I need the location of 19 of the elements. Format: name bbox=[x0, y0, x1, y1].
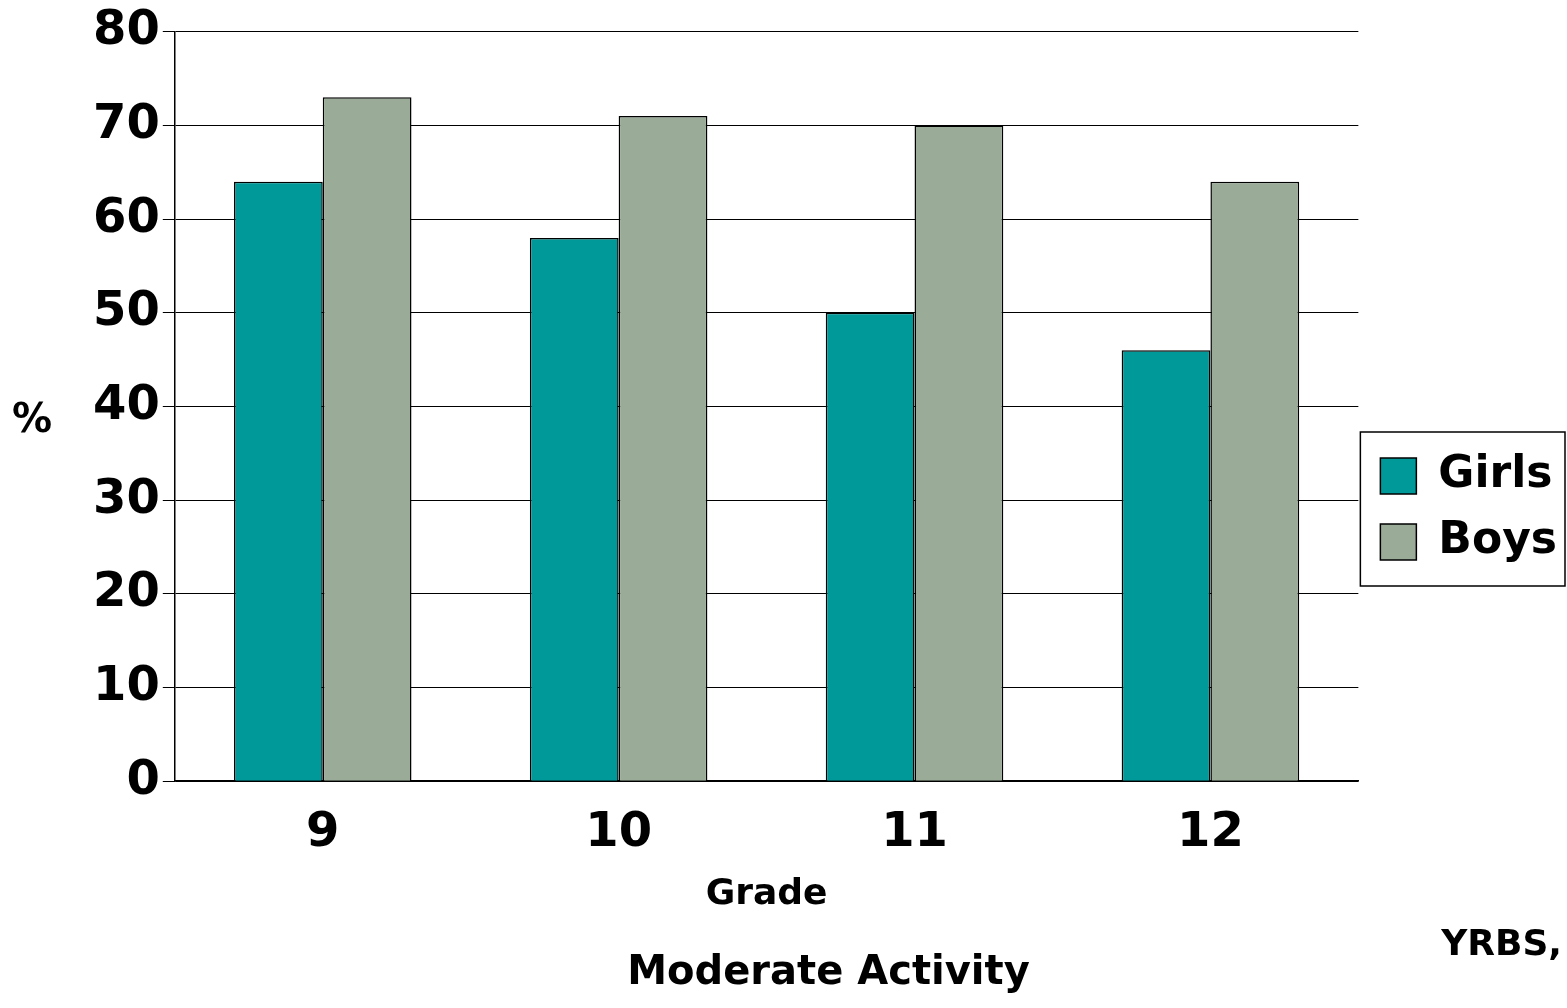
x-tick-label: 9 bbox=[306, 801, 340, 858]
y-axis-title: % bbox=[11, 394, 53, 441]
text: Moderate Activity bbox=[627, 947, 1030, 994]
y-tick-label: 50 bbox=[93, 280, 160, 337]
y-tick-label: 80 bbox=[93, 0, 160, 56]
y-tick-label: 10 bbox=[93, 654, 160, 711]
x-axis-title: Grade bbox=[705, 870, 828, 912]
x-tick-label: 12 bbox=[1177, 801, 1244, 858]
text: YRBS, bbox=[1440, 922, 1562, 963]
y-tick-label: 0 bbox=[126, 748, 160, 805]
x-tick-label: 10 bbox=[585, 801, 653, 858]
y-tick-label: 40 bbox=[93, 373, 160, 430]
y-tick-label: 30 bbox=[93, 467, 160, 524]
legend-label: Girls bbox=[1438, 446, 1553, 498]
y-tick-label: 70 bbox=[93, 92, 160, 149]
y-tick-label: 60 bbox=[93, 186, 160, 243]
legend-label: Boys bbox=[1438, 512, 1557, 564]
x-tick-label: 11 bbox=[881, 801, 948, 858]
y-tick-label: 20 bbox=[93, 561, 160, 618]
